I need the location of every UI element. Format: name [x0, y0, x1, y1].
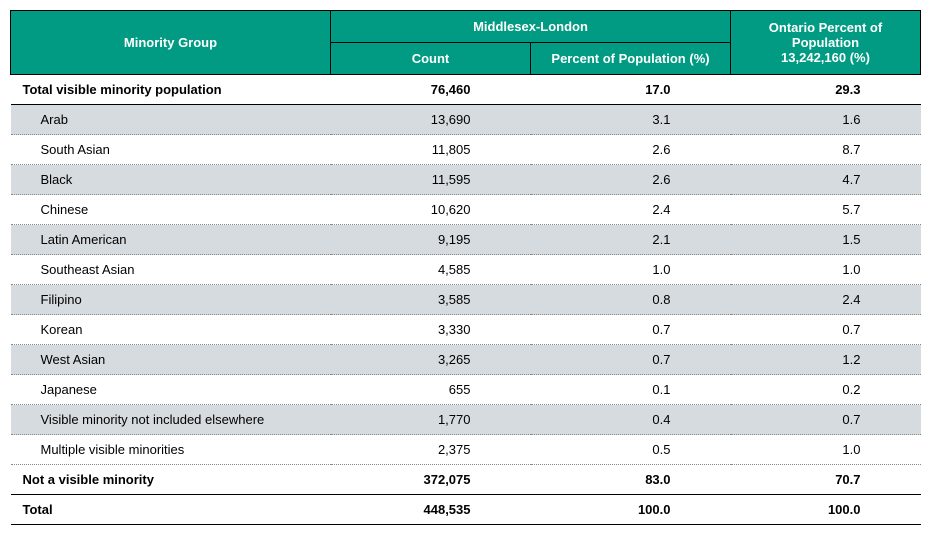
cell-label: Black — [11, 165, 331, 195]
cell-ont: 0.2 — [731, 375, 921, 405]
table-row: Southeast Asian4,5851.01.0 — [11, 255, 921, 285]
cell-pct: 17.0 — [531, 75, 731, 105]
cell-count: 3,265 — [331, 345, 531, 375]
cell-ont: 0.7 — [731, 405, 921, 435]
cell-pct: 2.4 — [531, 195, 731, 225]
cell-count: 13,690 — [331, 105, 531, 135]
table-row: Arab13,6903.11.6 — [11, 105, 921, 135]
cell-count: 3,585 — [331, 285, 531, 315]
header-region: Middlesex-London — [331, 11, 731, 43]
table-row: Latin American9,1952.11.5 — [11, 225, 921, 255]
cell-count: 76,460 — [331, 75, 531, 105]
header-count: Count — [331, 43, 531, 75]
cell-pct: 100.0 — [531, 495, 731, 525]
cell-label: Southeast Asian — [11, 255, 331, 285]
cell-pct: 3.1 — [531, 105, 731, 135]
cell-ont: 4.7 — [731, 165, 921, 195]
cell-label: West Asian — [11, 345, 331, 375]
cell-pct: 2.6 — [531, 135, 731, 165]
cell-pct: 2.1 — [531, 225, 731, 255]
table-row: Chinese10,6202.45.7 — [11, 195, 921, 225]
cell-label: Not a visible minority — [11, 465, 331, 495]
cell-pct: 83.0 — [531, 465, 731, 495]
cell-count: 448,535 — [331, 495, 531, 525]
header-ontario-line2: 13,242,160 (%) — [781, 50, 870, 65]
header-ontario-line1: Ontario Percent of Population — [769, 20, 882, 50]
cell-label: Total — [11, 495, 331, 525]
table-row: Japanese6550.10.2 — [11, 375, 921, 405]
cell-label: Chinese — [11, 195, 331, 225]
cell-pct: 0.1 — [531, 375, 731, 405]
cell-count: 9,195 — [331, 225, 531, 255]
cell-ont: 5.7 — [731, 195, 921, 225]
cell-ont: 70.7 — [731, 465, 921, 495]
cell-label: Latin American — [11, 225, 331, 255]
table-row: Black11,5952.64.7 — [11, 165, 921, 195]
table-row: Multiple visible minorities2,3750.51.0 — [11, 435, 921, 465]
cell-ont: 100.0 — [731, 495, 921, 525]
cell-ont: 2.4 — [731, 285, 921, 315]
table-row: Total448,535100.0100.0 — [11, 495, 921, 525]
cell-label: Multiple visible minorities — [11, 435, 331, 465]
cell-pct: 0.7 — [531, 345, 731, 375]
minority-population-table: Minority Group Middlesex-London Ontario … — [10, 10, 921, 525]
cell-label: Arab — [11, 105, 331, 135]
cell-ont: 1.2 — [731, 345, 921, 375]
cell-count: 3,330 — [331, 315, 531, 345]
header-pct-pop: Percent of Population (%) — [531, 43, 731, 75]
header-minority-group: Minority Group — [11, 11, 331, 75]
cell-ont: 1.0 — [731, 435, 921, 465]
cell-ont: 29.3 — [731, 75, 921, 105]
table-row: South Asian11,8052.68.7 — [11, 135, 921, 165]
cell-ont: 0.7 — [731, 315, 921, 345]
cell-count: 655 — [331, 375, 531, 405]
cell-label: Japanese — [11, 375, 331, 405]
table-row: Visible minority not included elsewhere1… — [11, 405, 921, 435]
cell-pct: 1.0 — [531, 255, 731, 285]
cell-count: 11,805 — [331, 135, 531, 165]
cell-label: Total visible minority population — [11, 75, 331, 105]
cell-ont: 1.5 — [731, 225, 921, 255]
table-row: Not a visible minority372,07583.070.7 — [11, 465, 921, 495]
table-row: West Asian3,2650.71.2 — [11, 345, 921, 375]
cell-label: South Asian — [11, 135, 331, 165]
table-row: Filipino3,5850.82.4 — [11, 285, 921, 315]
cell-count: 10,620 — [331, 195, 531, 225]
cell-ont: 8.7 — [731, 135, 921, 165]
cell-pct: 0.4 — [531, 405, 731, 435]
table-row: Total visible minority population76,4601… — [11, 75, 921, 105]
cell-pct: 0.7 — [531, 315, 731, 345]
cell-count: 372,075 — [331, 465, 531, 495]
cell-count: 2,375 — [331, 435, 531, 465]
cell-count: 11,595 — [331, 165, 531, 195]
cell-count: 4,585 — [331, 255, 531, 285]
cell-ont: 1.6 — [731, 105, 921, 135]
header-ontario-pct: Ontario Percent of Population 13,242,160… — [731, 11, 921, 75]
cell-pct: 0.5 — [531, 435, 731, 465]
cell-count: 1,770 — [331, 405, 531, 435]
cell-ont: 1.0 — [731, 255, 921, 285]
table-row: Korean3,3300.70.7 — [11, 315, 921, 345]
cell-pct: 2.6 — [531, 165, 731, 195]
cell-pct: 0.8 — [531, 285, 731, 315]
cell-label: Visible minority not included elsewhere — [11, 405, 331, 435]
cell-label: Filipino — [11, 285, 331, 315]
cell-label: Korean — [11, 315, 331, 345]
